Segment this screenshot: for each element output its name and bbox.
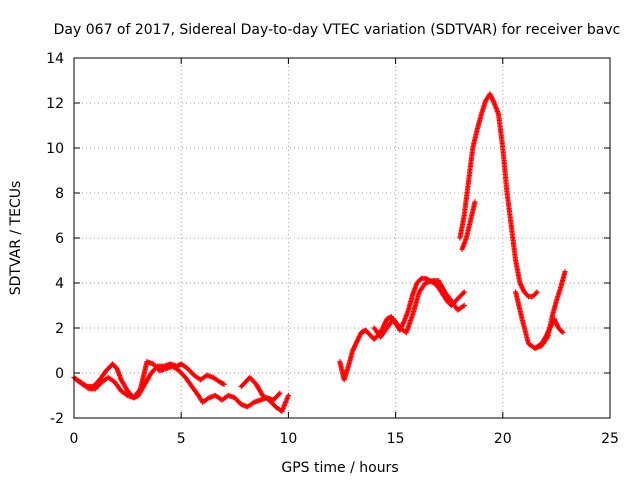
series-track-i bbox=[532, 269, 568, 351]
series-track-a bbox=[71, 361, 227, 401]
series-track-f bbox=[457, 91, 540, 300]
x-tick-label: 20 bbox=[494, 431, 512, 447]
data-point bbox=[277, 390, 283, 396]
data-point bbox=[276, 391, 282, 397]
y-tick-label: 2 bbox=[55, 321, 64, 337]
x-axis-label: GPS time / hours bbox=[281, 460, 398, 476]
data-point bbox=[460, 290, 466, 296]
data-point bbox=[461, 302, 467, 309]
data-point bbox=[285, 392, 291, 399]
axis-layer: 0 5 10 15 20 25 -2 0 2 4 6 8 10 12 14 bbox=[46, 51, 619, 447]
y-tick-label: -2 bbox=[50, 411, 64, 427]
x-tick-label: 25 bbox=[601, 431, 619, 447]
y-tick-label: 12 bbox=[46, 96, 64, 112]
chart-title: Day 067 of 2017, Sidereal Day-to-day VTE… bbox=[54, 22, 621, 38]
y-tick-label: 14 bbox=[46, 51, 64, 67]
series-track-b bbox=[73, 359, 283, 410]
data-point bbox=[534, 289, 540, 295]
x-tick-label: 0 bbox=[70, 431, 79, 447]
data-point bbox=[461, 289, 467, 295]
data-point bbox=[533, 290, 539, 296]
y-tick-label: 10 bbox=[46, 141, 64, 157]
data-point bbox=[524, 292, 531, 298]
data-point bbox=[560, 329, 566, 336]
y-tick-label: 0 bbox=[55, 366, 64, 382]
y-axis-label: SDTVAR / TECUs bbox=[8, 181, 24, 296]
x-tick-label: 5 bbox=[177, 431, 186, 447]
data-point bbox=[559, 328, 565, 334]
data-point bbox=[562, 269, 568, 275]
y-tick-label: 8 bbox=[55, 186, 64, 202]
data-point bbox=[417, 277, 423, 283]
x-tick-label: 15 bbox=[387, 431, 405, 447]
marks-layer bbox=[71, 91, 568, 414]
series-track-c bbox=[238, 374, 291, 414]
y-tick-label: 6 bbox=[55, 231, 64, 247]
data-point bbox=[472, 199, 478, 205]
x-tick-label: 10 bbox=[279, 431, 297, 447]
data-point bbox=[221, 381, 227, 387]
series-track-g bbox=[459, 199, 478, 252]
y-tick-label: 4 bbox=[55, 276, 64, 292]
plot-frame bbox=[73, 57, 611, 419]
series-track-e bbox=[371, 278, 467, 340]
